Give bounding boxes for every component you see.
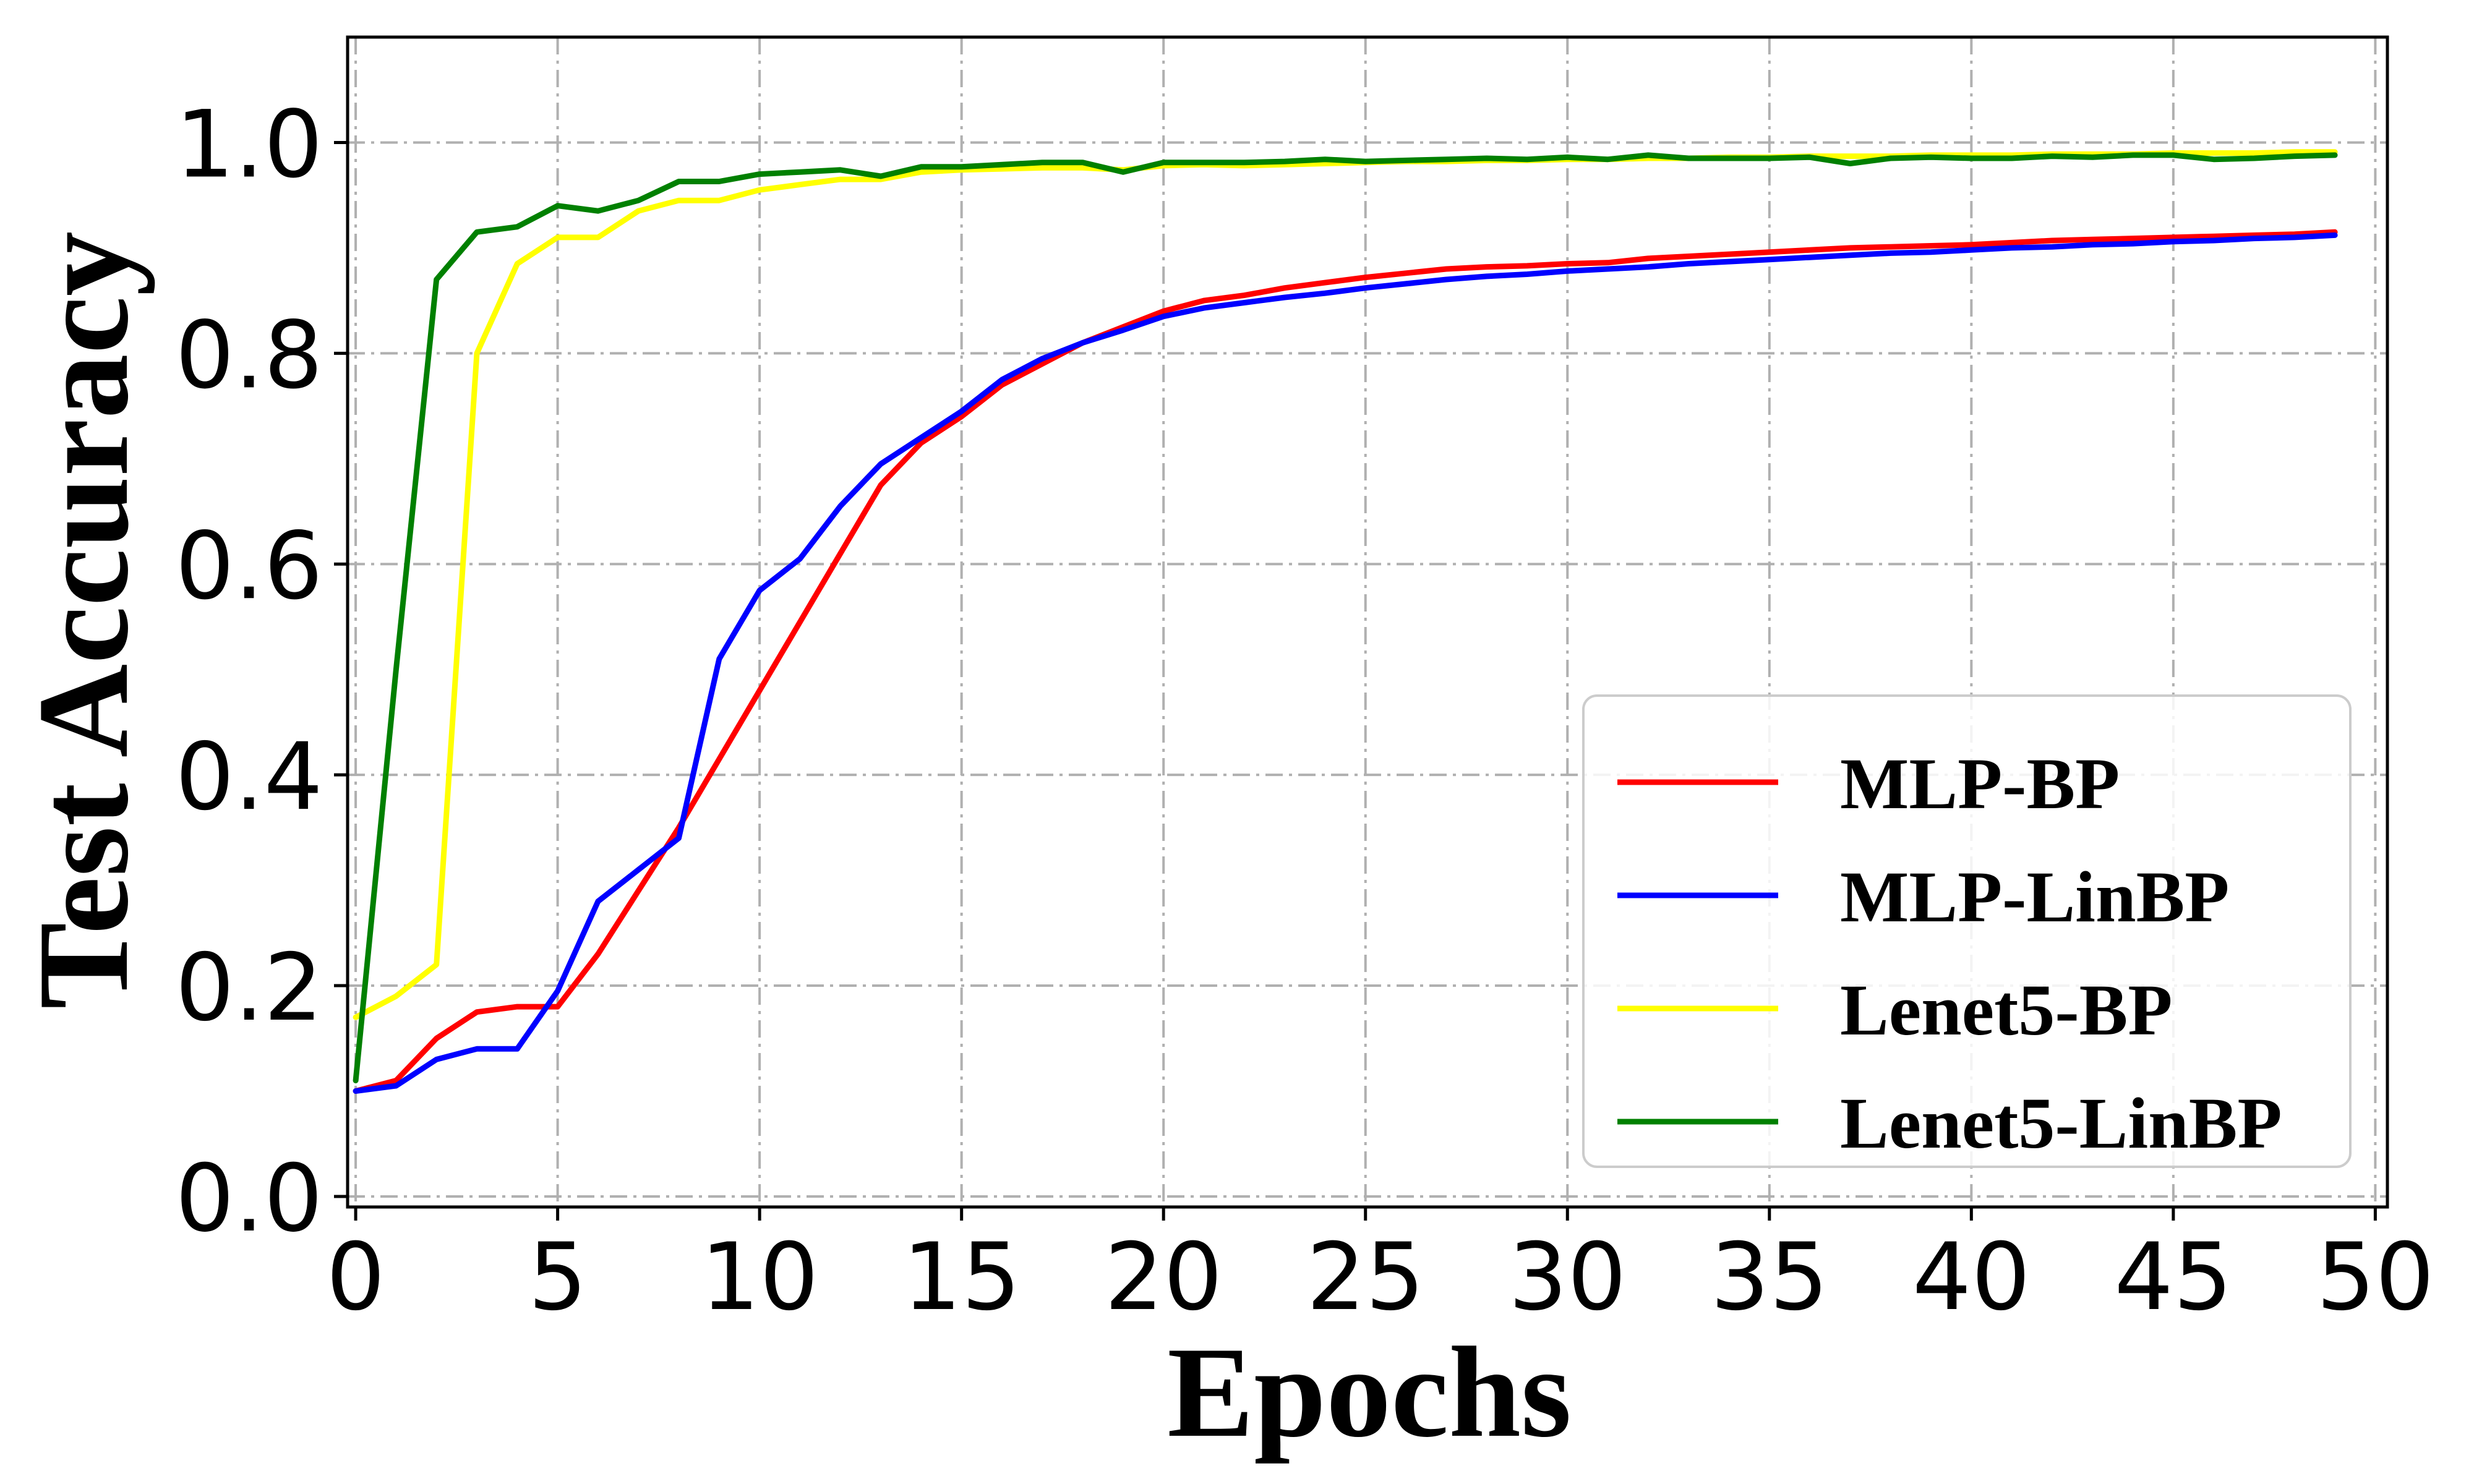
series-lines (353, 149, 2338, 1094)
x-tick-label: 50 (2316, 1224, 2434, 1331)
y-tick-label: 0.4 (175, 723, 323, 831)
x-tick-label: 15 (902, 1224, 1021, 1331)
x-tick-label: 0 (326, 1224, 385, 1331)
x-tick-label: 40 (1912, 1224, 2031, 1331)
y-tick-label: 0.0 (175, 1145, 323, 1253)
x-tick-label: 10 (701, 1224, 819, 1331)
legend-label-lenet5-linbp: Lenet5-LinBP (1840, 1083, 2282, 1164)
series-line-lenet5-linbp (353, 152, 2338, 1083)
x-tick-label: 5 (528, 1224, 587, 1331)
x-tick-label: 35 (1710, 1224, 1828, 1331)
legend-label-lenet5-bp: Lenet5-BP (1840, 970, 2172, 1051)
plot-frame (346, 35, 2389, 1209)
y-tick-label: 1.0 (175, 91, 323, 198)
y-tick-label: 0.6 (175, 513, 323, 620)
series-line-mlp-linbp (353, 232, 2338, 1094)
y-tick-label: 0.8 (175, 302, 323, 409)
legend: MLP-BP MLP-LinBP Lenet5-BP Lenet5-LinBP (1582, 694, 2352, 1168)
legend-label-mlp-linbp: MLP-LinBP (1840, 856, 2229, 937)
x-tick-label: 20 (1105, 1224, 1223, 1331)
legend-box (1582, 694, 2352, 1168)
x-tick-label: 30 (1509, 1224, 1627, 1331)
x-tick-label: 25 (1306, 1224, 1424, 1331)
y-tick-label: 0.2 (175, 934, 323, 1042)
x-axis-title: Epochs (1167, 1321, 1572, 1464)
legend-label-mlp-bp: MLP-BP (1840, 743, 2120, 824)
axis-ticks (334, 140, 2377, 1221)
tick-labels: 0 5 10 15 20 25 30 35 40 45 50 0.0 0.2 0.4 0.6 0.8 1.0 (175, 91, 2434, 1331)
y-axis-title: Test Accuracy (12, 231, 155, 1009)
x-tick-label: 45 (2114, 1224, 2232, 1331)
